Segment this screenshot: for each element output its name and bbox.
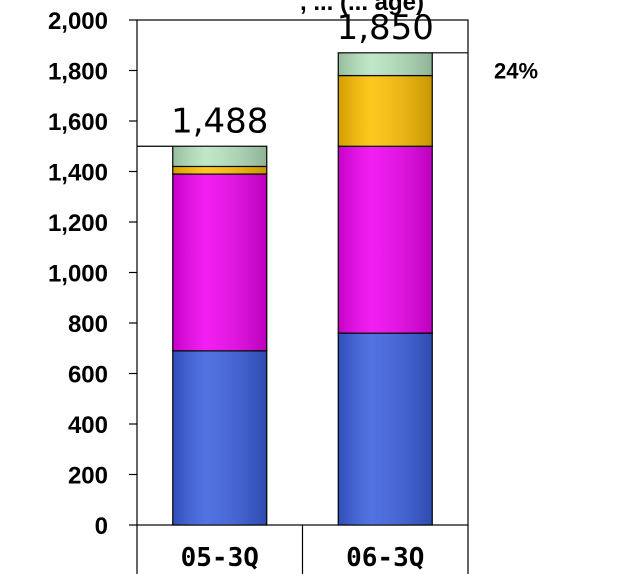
- chart-title-fragment: , ... (... age): [300, 0, 424, 16]
- y-tick-label: 800: [68, 311, 108, 338]
- y-tick-label: 200: [68, 463, 108, 490]
- annotations: 24%: [494, 59, 538, 84]
- bar-segment-shade: [172, 174, 267, 351]
- bar-segment-shade: [338, 52, 433, 76]
- y-axis-ticks: 0 200 400 600 800 1,000 1,200 1,400 1,600 1,800 2,…: [48, 8, 137, 540]
- bar-total-label: 1,850: [337, 8, 434, 48]
- bars: [172, 52, 433, 526]
- y-tick-label: 1,000: [48, 261, 108, 288]
- y-tick-label: 1,200: [48, 210, 108, 237]
- bar-segment-shade: [172, 166, 267, 175]
- y-tick-label: 400: [68, 412, 108, 439]
- category-labels: 05-3Q 06-3Q: [181, 543, 425, 573]
- y-tick-label: 0: [95, 513, 108, 540]
- bar-total-label: 1,488: [171, 101, 268, 141]
- y-tick-label: 1,600: [48, 109, 108, 136]
- bar-segment-shade: [172, 146, 267, 167]
- category-label: 05-3Q: [181, 543, 259, 573]
- bar-segment-shade: [172, 350, 267, 525]
- y-tick-label: 1,400: [48, 160, 108, 187]
- category-label: 06-3Q: [346, 543, 424, 573]
- bar-segment-shade: [338, 75, 433, 147]
- total-labels: 1,488 1,850: [171, 8, 434, 141]
- y-tick-label: 600: [68, 362, 108, 389]
- bar-segment-shade: [338, 333, 433, 525]
- growth-annotation: 24%: [494, 59, 538, 84]
- bar-segment-shade: [338, 146, 433, 334]
- y-tick-label: 1,800: [48, 59, 108, 86]
- y-tick-label: 2,000: [48, 8, 108, 35]
